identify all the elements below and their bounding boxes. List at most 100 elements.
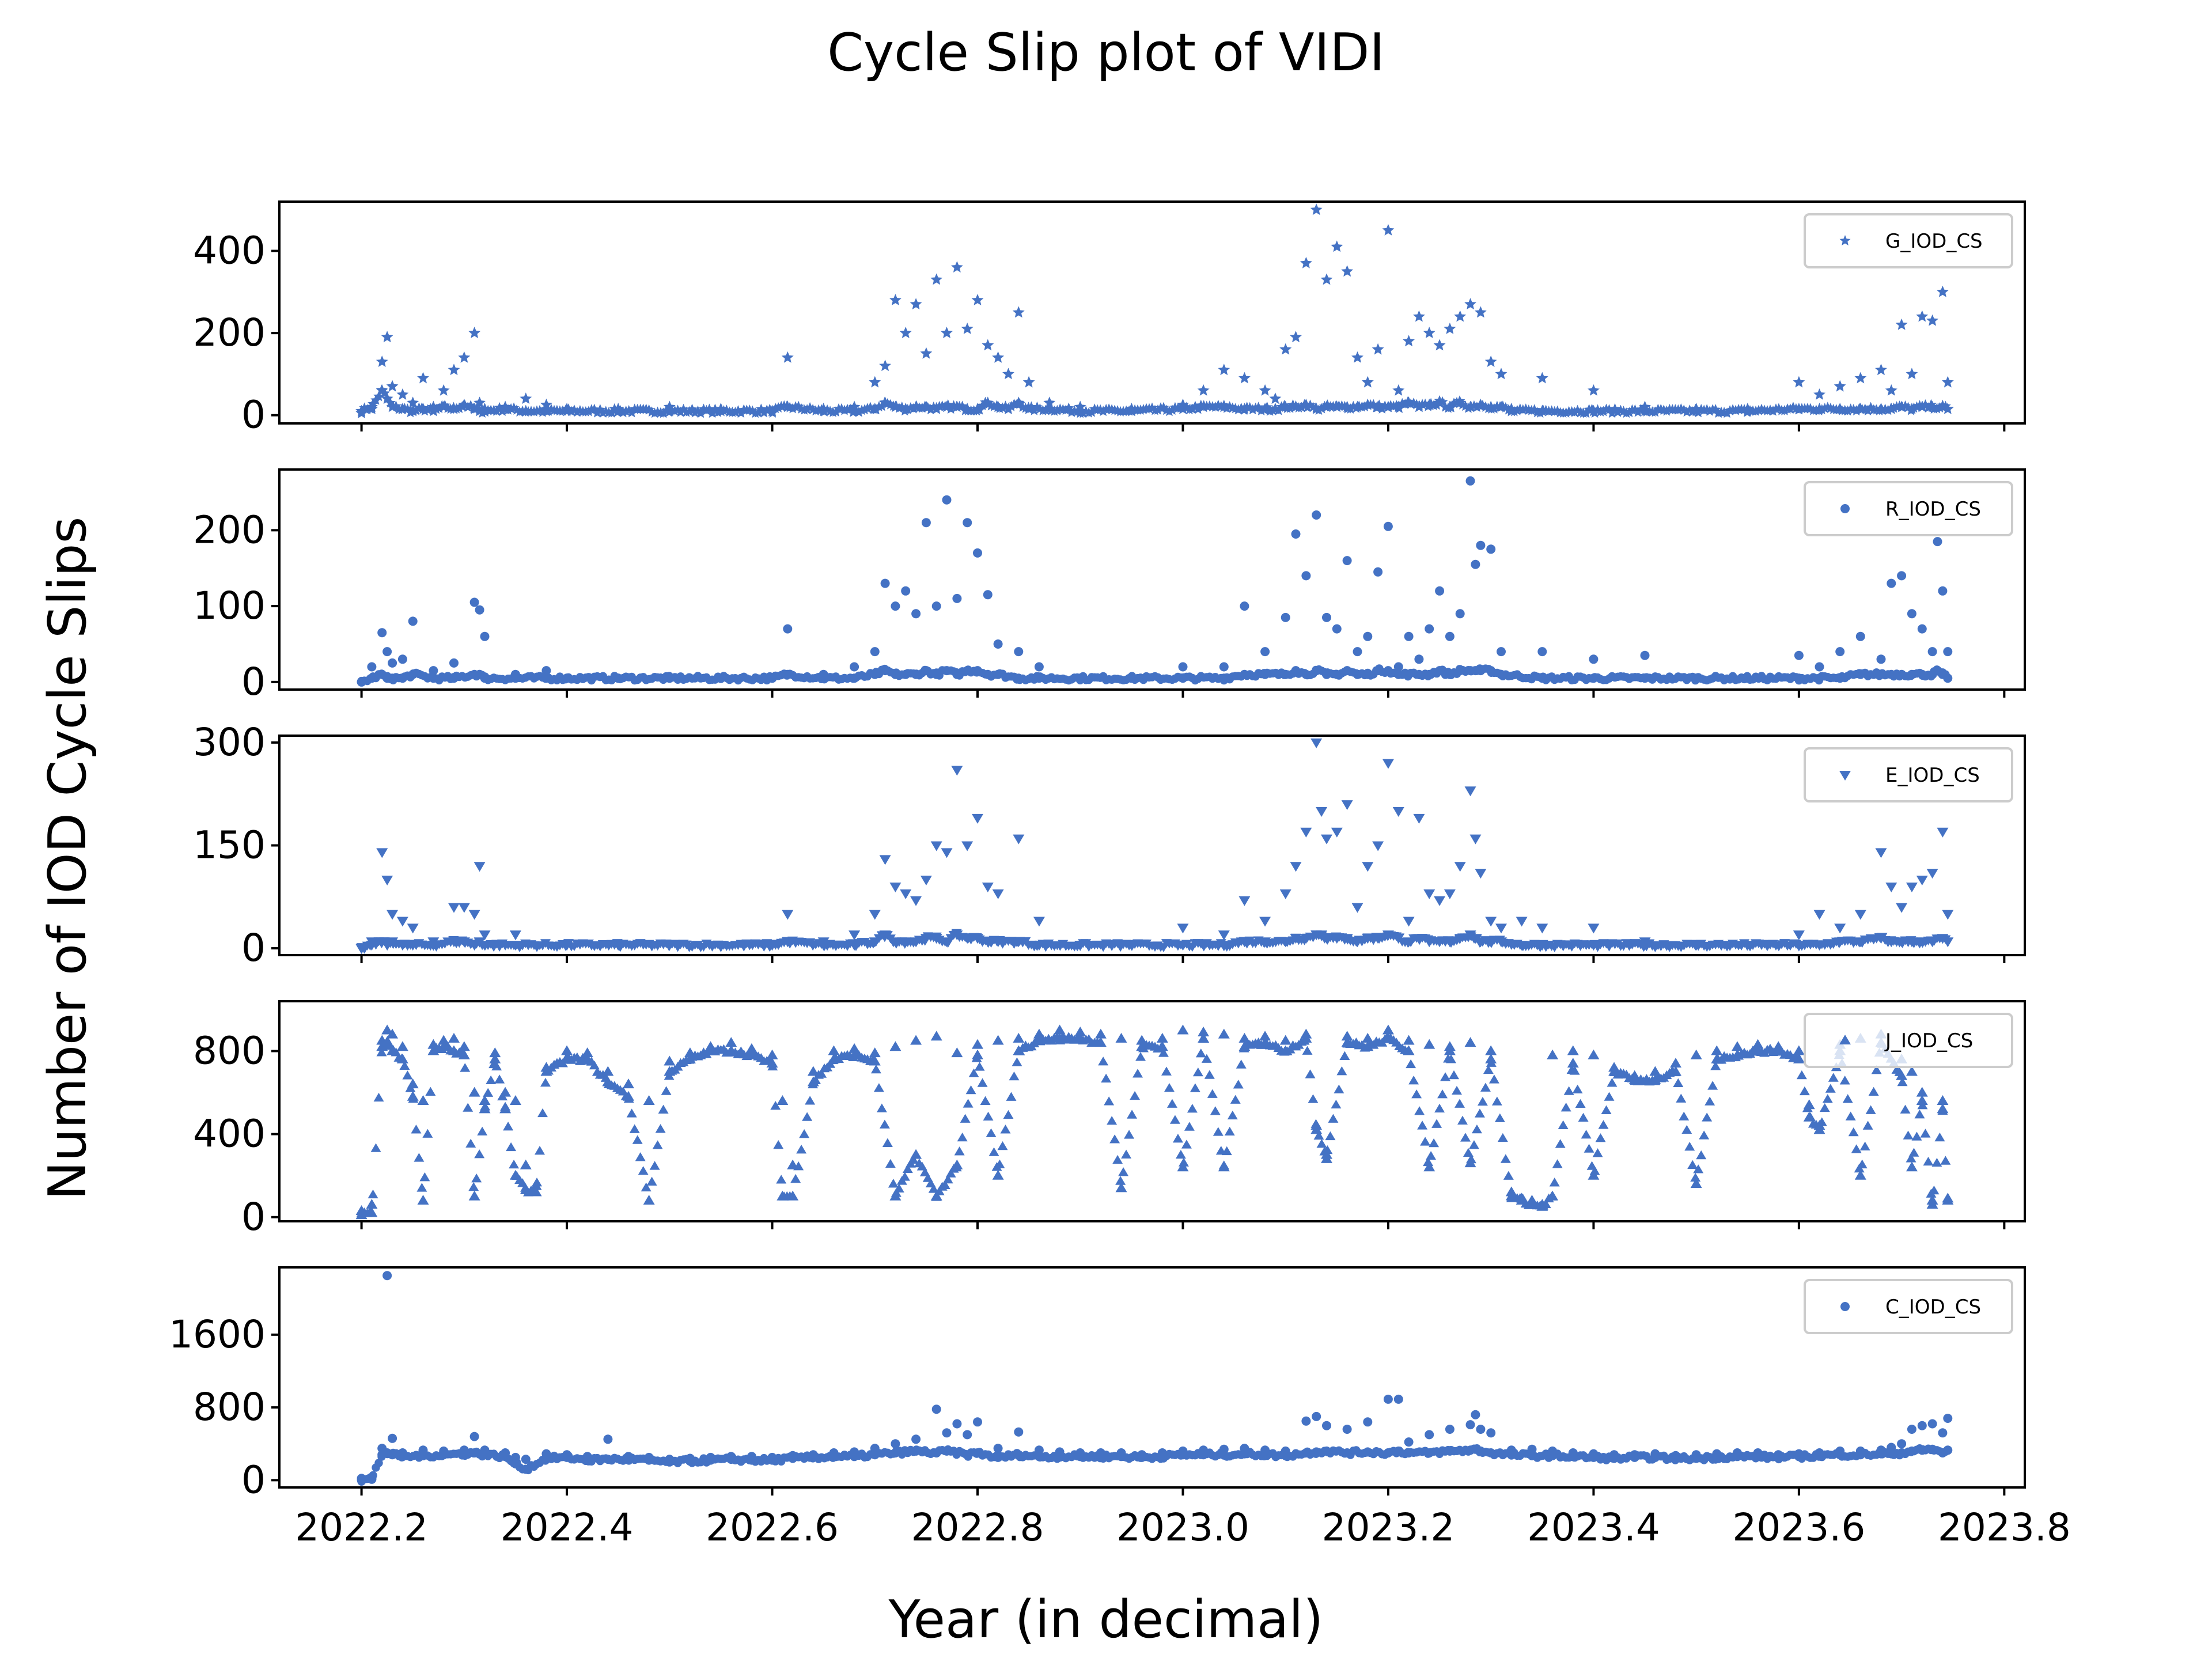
data-point [1691, 673, 1701, 683]
data-point [1589, 673, 1599, 683]
data-point [506, 1142, 517, 1152]
subplot-panels: 0 200 400 G_IOD_CS 0 100 200 R_IOD_CS 0 150 300 E_I… [169, 200, 2071, 1550]
data-point [928, 1184, 939, 1193]
data-point [869, 937, 881, 948]
data-point [920, 934, 932, 944]
data-point [931, 601, 941, 611]
data-point [747, 1455, 756, 1465]
data-point [1464, 298, 1476, 310]
data-point [1000, 1125, 1011, 1134]
data-point [1907, 609, 1916, 619]
data-point [643, 1194, 655, 1205]
data-point [592, 407, 603, 418]
data-point [501, 1452, 510, 1462]
data-point [971, 294, 984, 305]
data-point [1906, 1161, 1918, 1172]
data-point [1204, 1070, 1215, 1079]
data-point [1233, 404, 1244, 415]
data-point [961, 841, 974, 851]
data-point [468, 910, 480, 920]
data-point [706, 1455, 715, 1465]
data-point [1312, 510, 1321, 520]
data-point [376, 848, 388, 858]
data-point [773, 1140, 784, 1149]
data-point [930, 1190, 942, 1201]
data-point [1690, 941, 1702, 951]
data-point [1321, 1149, 1332, 1159]
data-point [1876, 669, 1886, 679]
data-point [1393, 662, 1403, 672]
data-point [520, 404, 532, 417]
data-point [1051, 404, 1063, 415]
data-point [1926, 1199, 1938, 1209]
data-point [474, 396, 486, 408]
data-point [1247, 404, 1259, 415]
data-point [961, 323, 974, 334]
data-point [901, 586, 911, 596]
data-point [961, 934, 974, 944]
data-point [1260, 1450, 1270, 1460]
data-point [930, 1031, 942, 1041]
data-point [675, 406, 686, 417]
data-point [1445, 1425, 1455, 1434]
data-point [1690, 1178, 1702, 1188]
data-point [1259, 917, 1271, 927]
data-point [977, 1078, 988, 1087]
data-point [1321, 934, 1332, 944]
data-point [1679, 1111, 1690, 1120]
data-point [1414, 1106, 1425, 1115]
x-tick-label: 2022.2 [295, 1505, 428, 1550]
data-point [1851, 1144, 1862, 1153]
data-point [1393, 669, 1403, 679]
data-point [726, 1455, 736, 1464]
data-point [1516, 941, 1528, 951]
data-point [1290, 331, 1302, 343]
x-tick-label: 2022.4 [501, 1505, 634, 1550]
data-point [1260, 647, 1270, 657]
legend-R_IOD_CS: R_IOD_CS [1804, 481, 2013, 536]
series-R_IOD_CS [357, 476, 1953, 687]
data-point [646, 1176, 657, 1186]
data-point [1331, 1099, 1342, 1109]
data-point [1101, 1073, 1112, 1083]
data-point [1281, 612, 1290, 622]
y-tick-label: 150 [193, 823, 266, 868]
data-point [879, 1119, 890, 1129]
data-point [407, 1078, 419, 1089]
data-point [1794, 650, 1804, 660]
data-point [509, 941, 521, 951]
data-point [992, 937, 1004, 948]
data-point [1382, 759, 1394, 769]
data-point [1331, 934, 1343, 944]
data-point [387, 1045, 399, 1055]
data-point [1916, 400, 1929, 412]
legend-C_IOD_CS: C_IOD_CS [1804, 1279, 2013, 1334]
data-point [425, 1086, 436, 1096]
legend-marker [1839, 235, 1851, 246]
data-point [1322, 669, 1331, 679]
y-tick-label: 400 [193, 229, 266, 273]
data-point [1793, 1053, 1805, 1063]
data-point [416, 1183, 427, 1192]
data-point [1259, 1037, 1271, 1047]
data-point [632, 1135, 643, 1144]
data-point [641, 1182, 652, 1192]
data-point [1322, 612, 1331, 622]
data-point [982, 937, 994, 948]
data-point [1115, 1176, 1126, 1185]
data-point [649, 1161, 660, 1170]
data-point [386, 400, 399, 412]
data-point [1794, 1452, 1804, 1462]
data-point [510, 1459, 520, 1468]
data-point [521, 1464, 531, 1474]
data-point [1002, 403, 1014, 414]
data-point [1425, 624, 1434, 634]
data-point [1066, 407, 1077, 417]
data-point [1917, 624, 1927, 634]
data-point [1799, 1086, 1810, 1096]
data-point [960, 1114, 971, 1123]
data-point [889, 882, 902, 892]
data-point [1033, 941, 1045, 951]
data-point [1259, 384, 1271, 396]
